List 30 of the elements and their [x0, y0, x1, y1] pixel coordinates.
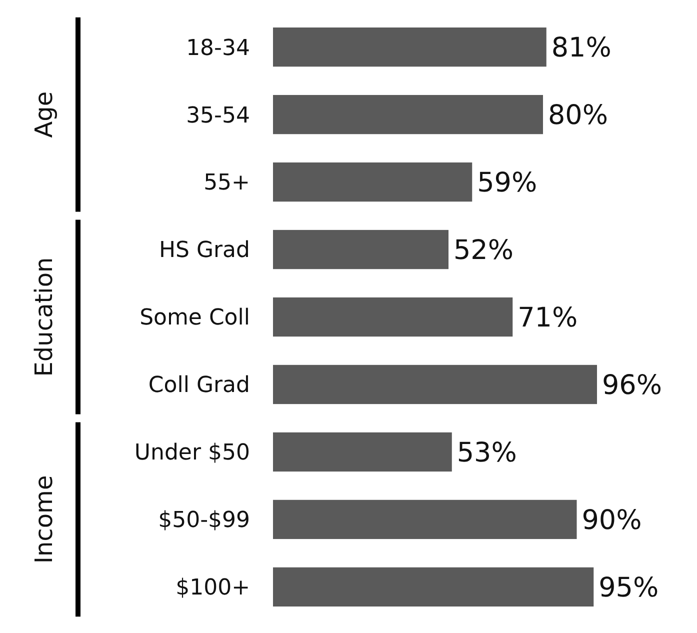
bar	[273, 230, 448, 270]
data-label: 59%	[477, 167, 538, 198]
y-tick-label: 18-34	[186, 36, 250, 61]
text: Education	[30, 257, 58, 377]
y-tick-label: HS Grad	[158, 238, 250, 264]
y-tick-label: Some Coll	[140, 306, 250, 331]
bar	[273, 297, 513, 337]
y-tick-label: $100+	[176, 576, 250, 601]
data-label: 96%	[602, 370, 662, 401]
y-tick-label: 35-54	[186, 103, 250, 128]
bar	[273, 500, 577, 540]
text: Income	[30, 475, 58, 564]
bar	[273, 364, 597, 404]
bar	[273, 162, 472, 202]
y-tick-label: $50-$99	[158, 508, 250, 534]
data-label: 80%	[548, 100, 608, 131]
data-label: 52%	[454, 234, 514, 266]
data-label: 90%	[582, 504, 642, 536]
y-tick-label: Under $50	[134, 440, 250, 466]
y-tick-label: 55+	[204, 170, 250, 196]
bar	[273, 567, 594, 607]
data-label: 71%	[518, 302, 578, 334]
data-label: 81%	[551, 32, 612, 64]
bar	[273, 27, 546, 67]
y-tick-label: Coll Grad	[148, 373, 250, 398]
bar	[273, 432, 452, 472]
text: Age	[30, 91, 58, 138]
bar	[273, 94, 543, 134]
data-label: 53%	[456, 437, 517, 468]
data-label: 95%	[598, 572, 659, 604]
